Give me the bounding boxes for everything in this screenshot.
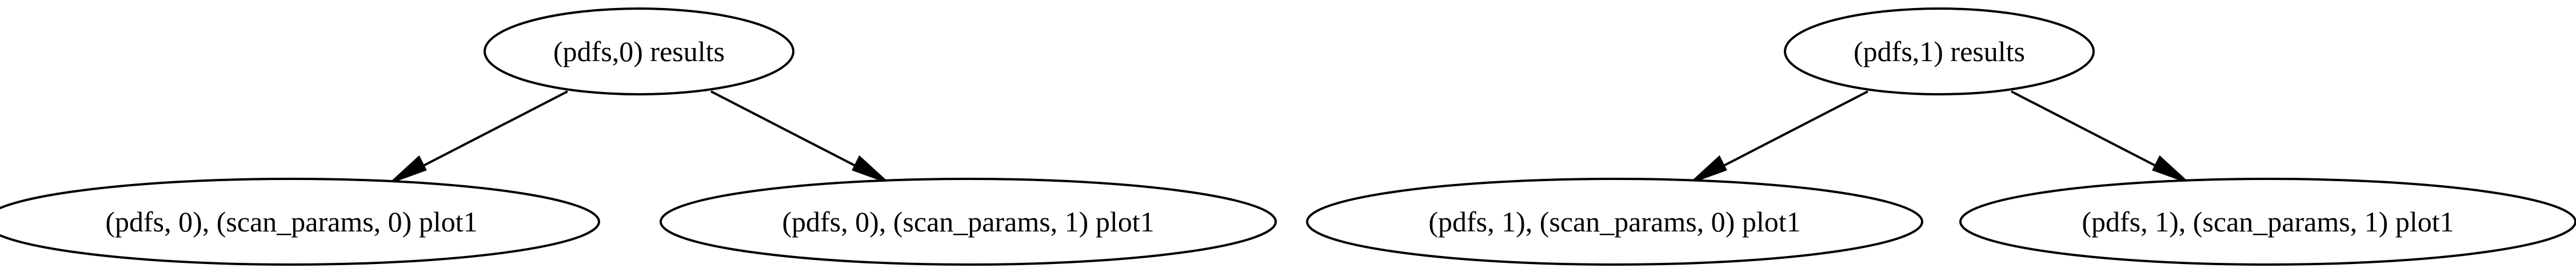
node-pdfs1-scan0-plot1: (pdfs, 1), (scan_params, 0) plot1 — [1306, 178, 1923, 266]
edge-pdfs1-to-scan0 — [1691, 90, 1868, 183]
edge-pdfs1-to-scan1 — [2011, 90, 2188, 183]
edges — [391, 90, 2188, 183]
node-pdfs0-scan1-plot1: (pdfs, 0), (scan_params, 1) plot1 — [660, 178, 1277, 266]
edge-pdfs0-to-scan1 — [710, 90, 888, 183]
node-label: (pdfs, 0), (scan_params, 0) plot1 — [105, 206, 477, 238]
node-label: (pdfs,1) results — [1854, 35, 2025, 67]
edge-pdfs0-to-scan0 — [391, 90, 568, 183]
node-pdfs0-scan0-plot1: (pdfs, 0), (scan_params, 0) plot1 — [0, 178, 600, 266]
node-label: (pdfs, 1), (scan_params, 1) plot1 — [2082, 206, 2454, 238]
node-label: (pdfs, 0), (scan_params, 1) plot1 — [782, 206, 1154, 238]
node-label: (pdfs, 1), (scan_params, 0) plot1 — [1428, 206, 1800, 238]
node-label: (pdfs,0) results — [553, 35, 725, 67]
nodes: (pdfs,0) results (pdfs,1) results (pdfs,… — [0, 7, 2576, 266]
node-pdfs0-results: (pdfs,0) results — [484, 7, 794, 95]
node-pdfs1-scan1-plot1: (pdfs, 1), (scan_params, 1) plot1 — [1959, 178, 2576, 266]
node-pdfs1-results: (pdfs,1) results — [1784, 7, 2095, 95]
